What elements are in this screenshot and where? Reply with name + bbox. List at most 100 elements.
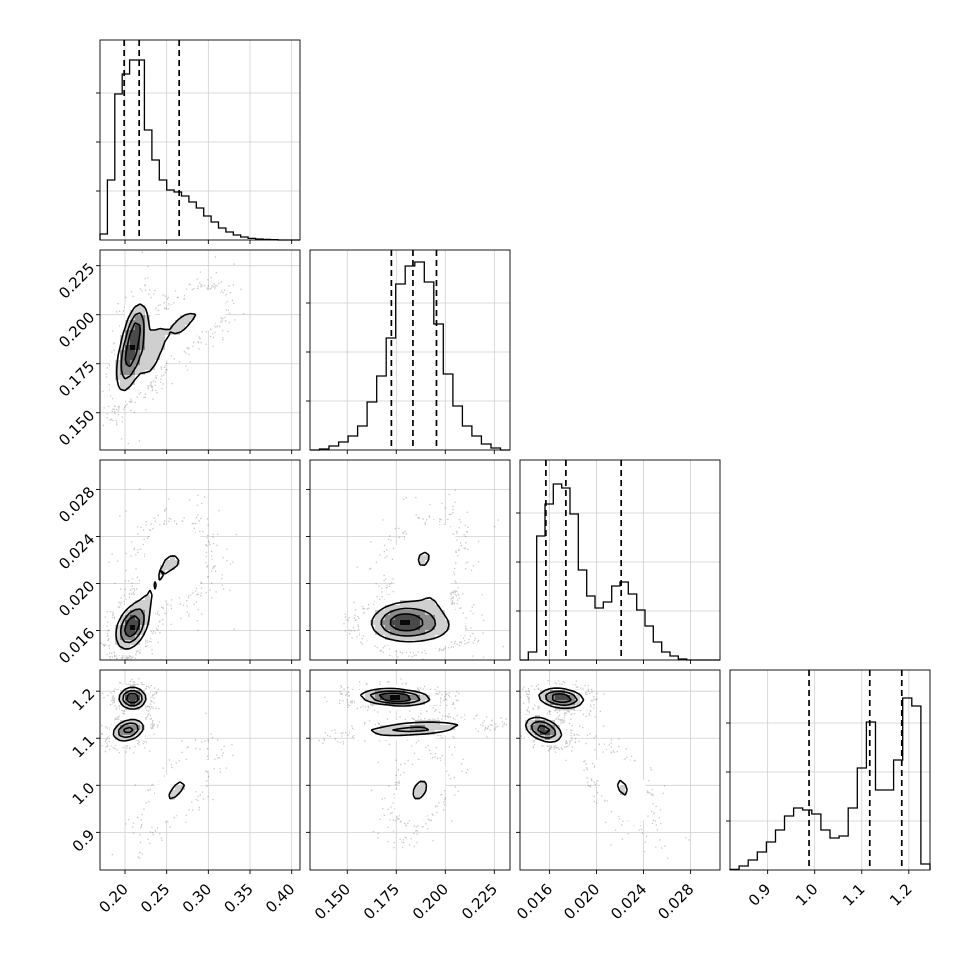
density-cell [130, 365, 136, 371]
density-cell [185, 325, 191, 331]
density-cell [140, 580, 146, 586]
density-cell [145, 545, 151, 551]
density-cell [115, 365, 121, 371]
density-cell [380, 605, 386, 611]
density-cell [525, 730, 531, 736]
density-cell [385, 725, 391, 731]
density-cell [385, 600, 391, 606]
density-cell [155, 590, 161, 596]
density-cell [200, 565, 206, 571]
density-cell [610, 805, 616, 811]
density-cell [210, 295, 216, 301]
density-cell [450, 625, 456, 631]
density-cell [530, 695, 536, 701]
density-cell [405, 785, 411, 791]
density-cell [395, 630, 401, 636]
density-cell [160, 340, 166, 346]
density-cell [115, 340, 121, 346]
density-cell [445, 630, 451, 636]
density-cell [395, 590, 401, 596]
density-cell [605, 760, 611, 766]
density-cell [445, 555, 451, 561]
density-cell [140, 600, 146, 606]
density-cell [420, 525, 426, 531]
density-cell [195, 290, 201, 296]
density-cell [425, 585, 431, 591]
density-cell [120, 340, 126, 346]
density-cell [180, 575, 186, 581]
histogram-step [520, 483, 720, 661]
density-cell [455, 620, 461, 626]
density-cell [405, 815, 411, 821]
density-cell [185, 585, 191, 591]
ticks-2-3 [516, 690, 692, 874]
density-cell [620, 775, 626, 781]
density-cell [630, 770, 636, 776]
density-cell [190, 785, 196, 791]
density-cell [450, 720, 456, 726]
panel-2-3 [519, 669, 721, 871]
density-cell [170, 585, 176, 591]
density-cell [400, 810, 406, 816]
density-cell [175, 565, 181, 571]
density-cell [145, 550, 151, 556]
density-cell [415, 605, 421, 611]
density-cell [595, 775, 601, 781]
density-cell [135, 365, 141, 371]
density-cell [400, 640, 406, 646]
density-cell [410, 805, 416, 811]
density-cell [410, 610, 416, 616]
density-cell [390, 595, 396, 601]
density-cell [415, 805, 421, 811]
density-cell [375, 625, 381, 631]
density-cell [110, 645, 116, 651]
density-cell [120, 375, 126, 381]
density-cell [400, 620, 406, 626]
density-cell [405, 790, 411, 796]
density-cell [150, 305, 156, 311]
density-cell [155, 330, 161, 336]
density-cell [410, 580, 416, 586]
density-cell [630, 780, 636, 786]
density-cell [140, 720, 146, 726]
density-cell [535, 740, 541, 746]
density-cell [205, 765, 211, 771]
density-cell [410, 705, 416, 711]
density-cell [165, 805, 171, 811]
density-cell [130, 710, 136, 716]
density-cell [120, 360, 126, 366]
density-cell [450, 620, 456, 626]
density-cell [115, 385, 121, 391]
density-cell [130, 330, 136, 336]
x-tick-label: 0.024 [607, 880, 650, 923]
density-cell [450, 560, 456, 566]
density-cell [440, 585, 446, 591]
x-tick-label: 0.028 [654, 880, 697, 923]
density-cell [410, 810, 416, 816]
density-cell [120, 740, 126, 746]
density-cell [410, 530, 416, 536]
density-cell [405, 600, 411, 606]
density-cell [460, 720, 466, 726]
density-cell [375, 600, 381, 606]
density-cell [625, 775, 631, 781]
density-cell [425, 690, 431, 696]
density-cell [170, 790, 176, 796]
density-cell [540, 740, 546, 746]
density-cell [525, 735, 531, 741]
density-cell [140, 350, 146, 356]
panel-frame [309, 669, 511, 871]
density-cell [570, 695, 576, 701]
density-cell [445, 580, 451, 586]
density-cell [175, 810, 181, 816]
density-cell [170, 525, 176, 531]
density-cell [150, 800, 156, 806]
density-cell [425, 635, 431, 641]
density-cell [130, 610, 136, 616]
density-cell [415, 705, 421, 711]
density-cell [140, 685, 146, 691]
density-cell [150, 570, 156, 576]
density-cell [165, 340, 171, 346]
density-cell [425, 605, 431, 611]
density-cell [520, 720, 526, 726]
